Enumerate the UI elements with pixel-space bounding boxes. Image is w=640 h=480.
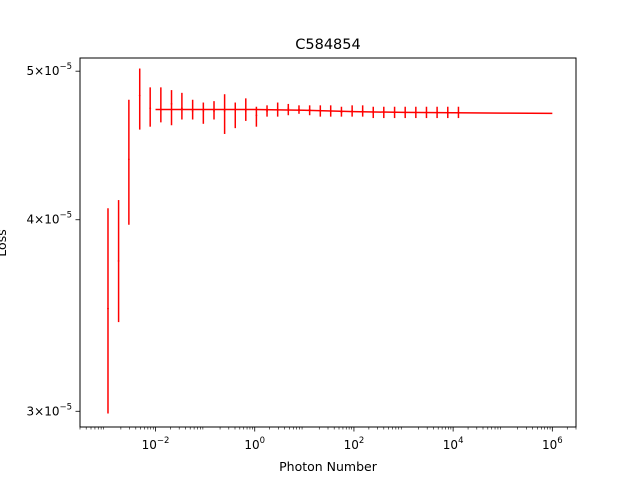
data-point <box>436 111 438 114</box>
data-point <box>340 111 343 114</box>
data-point <box>351 110 354 112</box>
data-point <box>404 111 407 114</box>
x-tick-label: 10−2 <box>142 436 170 452</box>
data-point <box>287 107 290 110</box>
data-point <box>180 107 183 110</box>
data-point <box>213 110 215 112</box>
data-point <box>202 110 205 112</box>
y-tick-label: 3×10−5 <box>27 402 73 418</box>
data-point <box>329 110 332 112</box>
data-point <box>138 94 141 97</box>
data-point <box>446 111 449 114</box>
data-point <box>127 158 130 161</box>
data-point <box>276 108 279 111</box>
data-point <box>298 108 300 111</box>
x-tick-label: 100 <box>244 436 265 452</box>
data-point <box>117 260 120 262</box>
data-point <box>361 110 364 112</box>
data-point <box>107 307 109 310</box>
plot-layer <box>107 68 553 414</box>
data-point <box>457 111 460 114</box>
series-line <box>155 108 553 115</box>
x-axis-label: Photon Number <box>279 459 378 474</box>
y-axis-label: Loss <box>0 229 9 256</box>
data-point <box>255 114 258 117</box>
plot-frame <box>79 57 577 428</box>
data-point <box>425 111 428 114</box>
data-point <box>159 108 162 111</box>
chart-title: C584854 <box>295 37 360 53</box>
data-point <box>170 103 173 105</box>
x-tick-label: 106 <box>542 436 563 452</box>
data-point <box>191 110 194 112</box>
data-point <box>308 108 311 111</box>
data-point <box>149 107 152 110</box>
data-point <box>382 111 385 114</box>
y-tick-label: 5×10−5 <box>27 62 73 78</box>
x-tick-label: 104 <box>443 436 464 452</box>
data-point <box>223 110 226 112</box>
data-point <box>414 111 417 114</box>
y-tick-label: 4×10−5 <box>27 211 73 227</box>
data-point <box>393 111 396 114</box>
data-point <box>234 108 237 111</box>
data-point <box>372 111 375 114</box>
data-point <box>244 110 247 112</box>
data-point <box>319 110 322 112</box>
x-tick-label: 102 <box>344 436 365 452</box>
data-point <box>266 110 268 112</box>
